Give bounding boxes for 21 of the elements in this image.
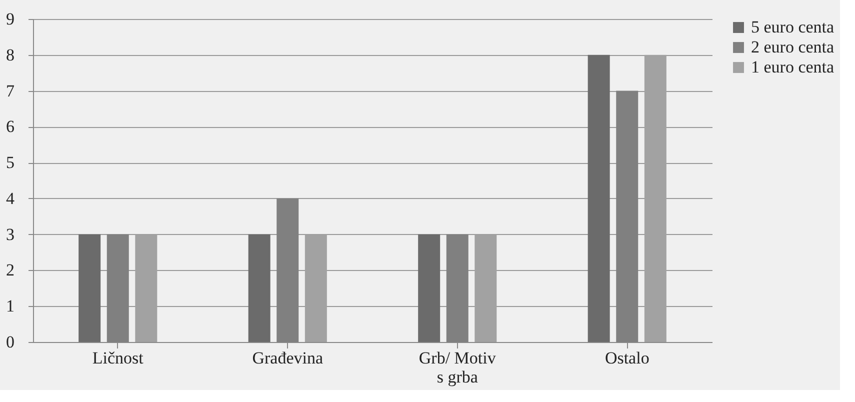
x-tick-label: Grb/ Motiv s grba — [418, 348, 496, 386]
y-tick-label: 7 — [6, 81, 15, 100]
bar — [418, 234, 440, 342]
y-tick-label: 1 — [6, 296, 14, 316]
legend-label: 2 euro centa — [751, 38, 835, 56]
bar — [588, 54, 610, 342]
y-tick-label: 0 — [6, 332, 14, 352]
bar — [248, 234, 270, 342]
y-tick-label: 4 — [6, 188, 15, 208]
y-tick-label: 2 — [6, 260, 14, 280]
y-tick-label: 5 — [6, 153, 14, 172]
x-tick-label: Građevina — [252, 348, 324, 368]
y-tick-label: 3 — [6, 224, 14, 244]
legend-label: 5 euro centa — [751, 18, 835, 36]
x-tick-label: Ostalo — [604, 348, 650, 368]
x-tick-label: Ličnost — [92, 348, 144, 368]
legend-label: 1 euro centa — [751, 58, 835, 76]
y-tick-label: 6 — [6, 117, 14, 136]
y-tick-label: 9 — [6, 10, 14, 28]
y-tick-label: 8 — [6, 45, 14, 64]
bar — [78, 234, 101, 342]
